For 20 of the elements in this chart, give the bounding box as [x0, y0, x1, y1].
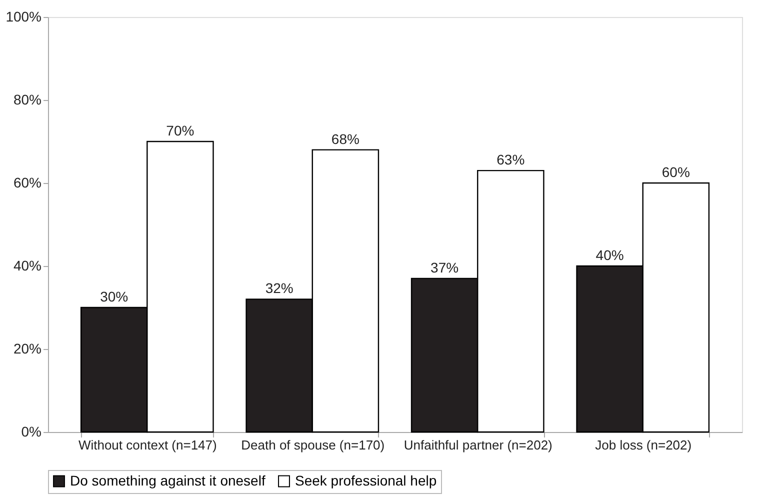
data-label: 37% [430, 259, 459, 276]
x-tick-label: Unfaithful partner (n=202) [404, 438, 552, 452]
x-tick-label: Without context (n=147) [78, 438, 217, 452]
data-label: 30% [100, 288, 128, 304]
data-label: 32% [265, 280, 294, 296]
data-label: 40% [596, 247, 624, 263]
data-label: 70% [166, 122, 194, 138]
y-tick-label: 60% [13, 174, 42, 190]
x-tick-label: Job loss (n=202) [595, 438, 692, 452]
y-tick-label: 0% [21, 424, 42, 440]
data-label: 63% [496, 152, 525, 168]
y-tick-label: 100% [6, 8, 42, 24]
y-tick-label: 20% [13, 340, 42, 356]
legend-label: Seek professional help [295, 472, 437, 488]
y-tick-label: 40% [13, 258, 42, 274]
y-tick-label: 80% [13, 92, 42, 108]
data-label: 60% [662, 164, 690, 180]
legend-label: Do something against it oneself [70, 472, 266, 488]
x-tick-label: Death of spouse (n=170) [241, 438, 385, 452]
data-label: 68% [331, 130, 360, 147]
